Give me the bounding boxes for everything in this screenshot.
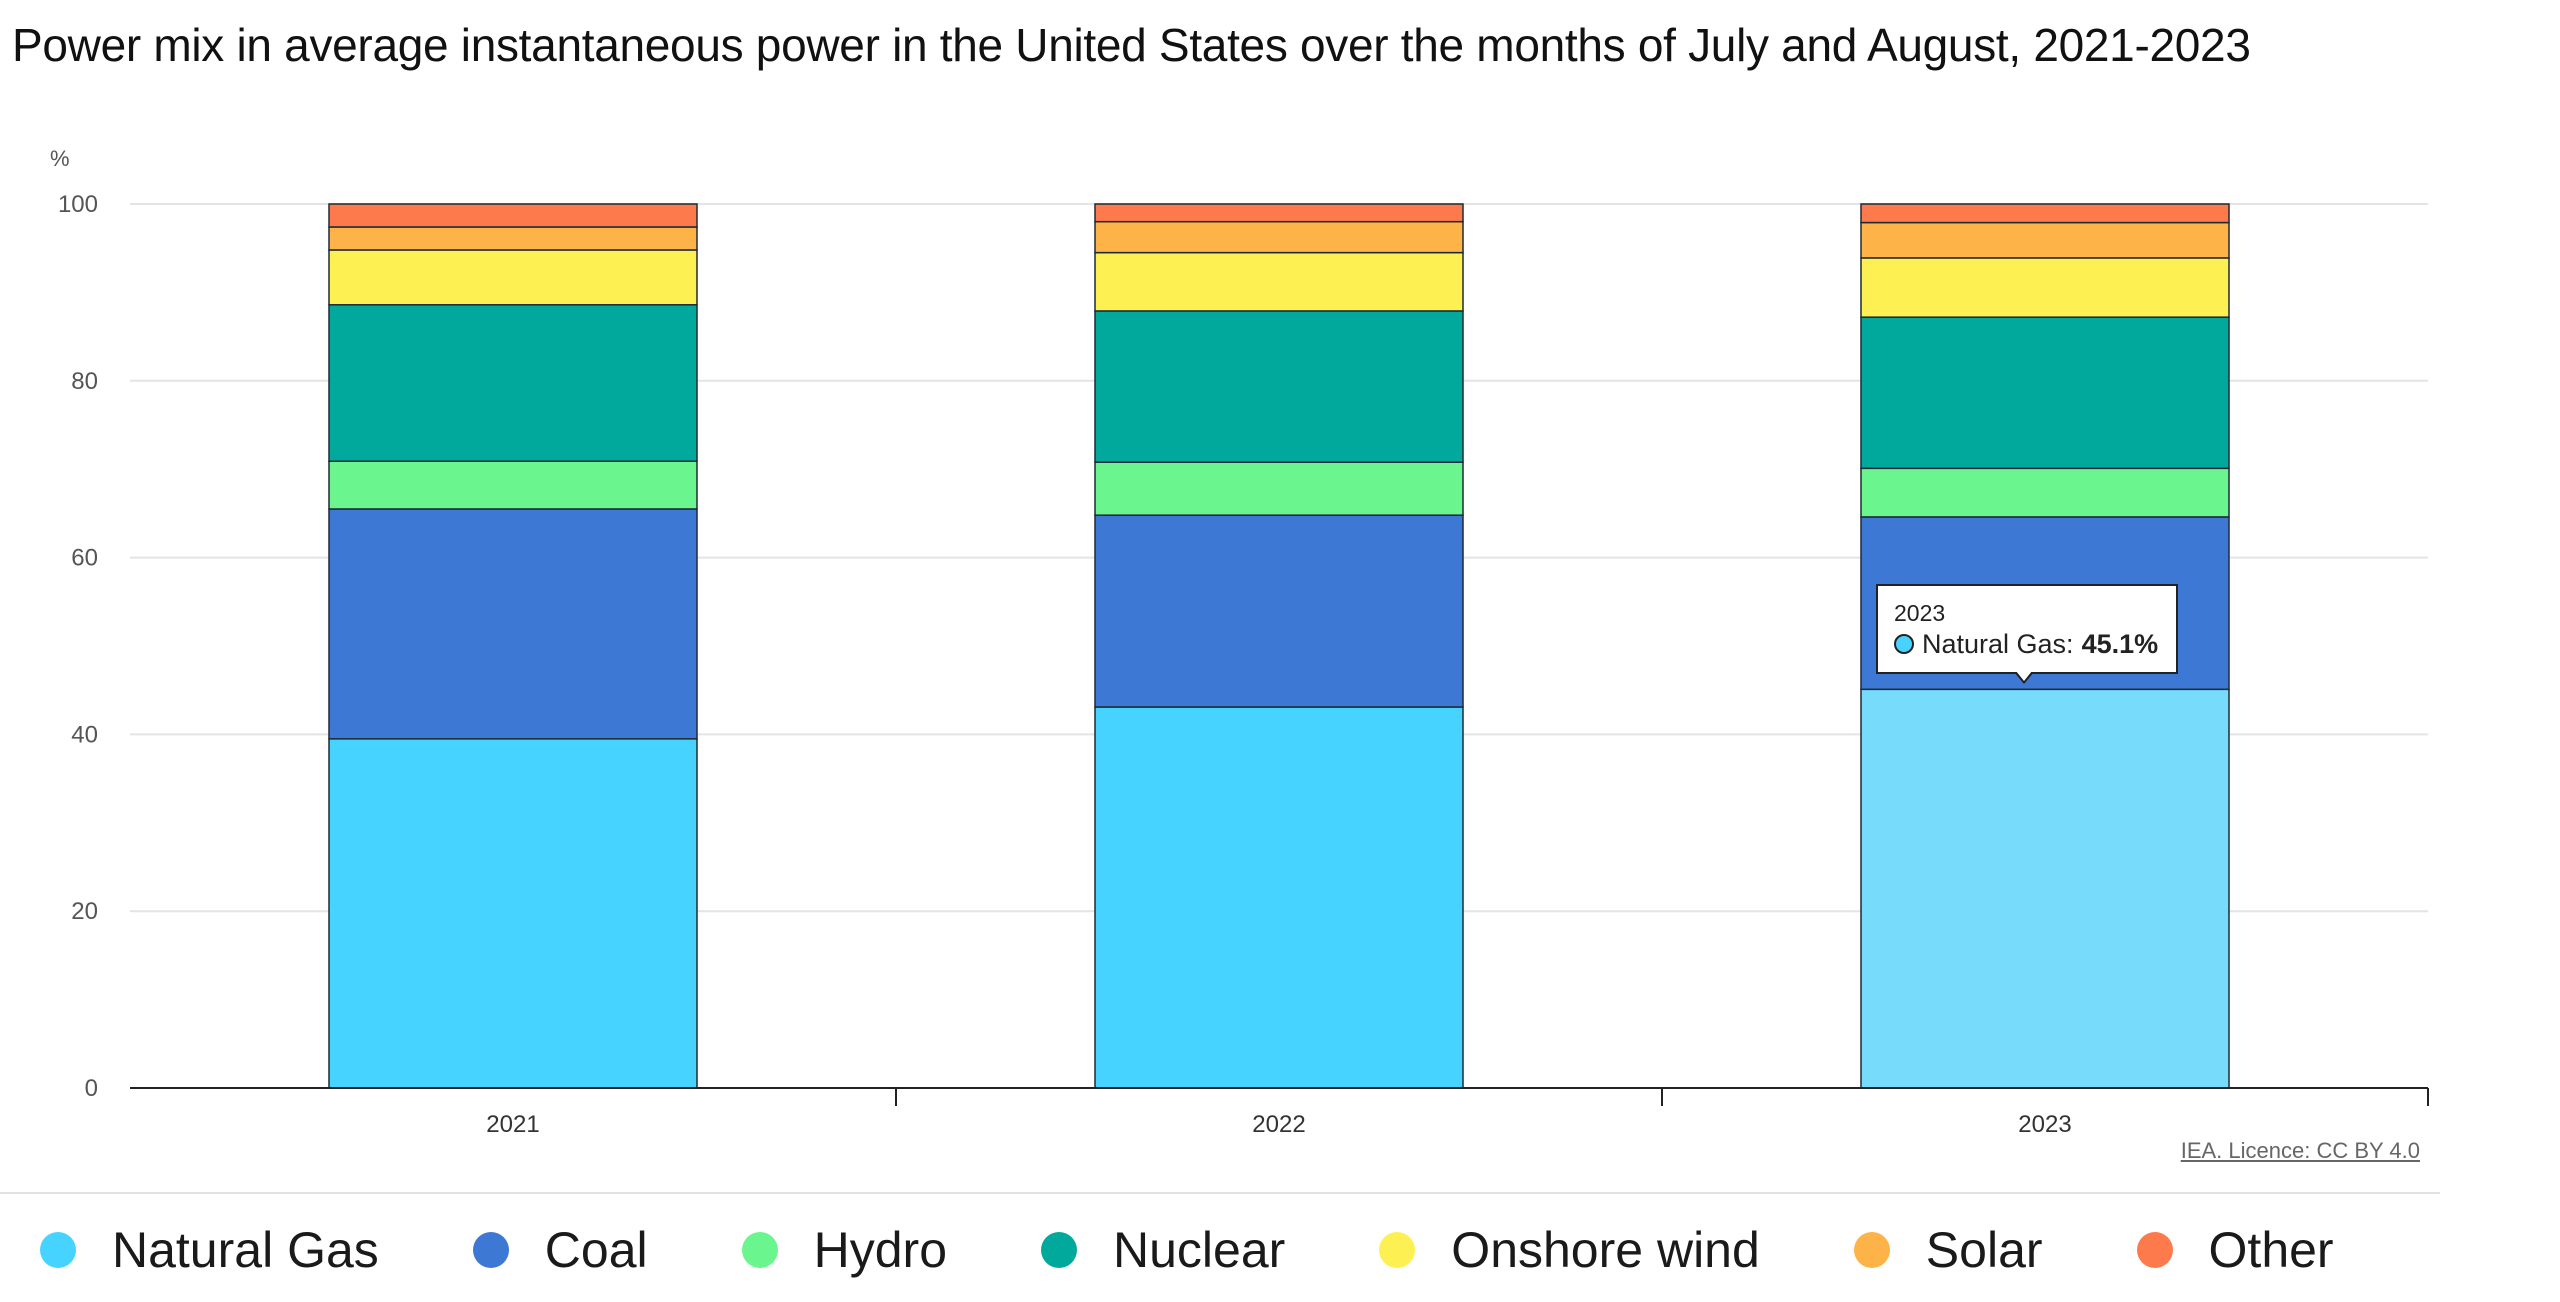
x-tick-label: 2022 xyxy=(1252,1111,1305,1138)
bar-segment-coal-2022[interactable] xyxy=(1094,514,1464,708)
x-axis-labels: 2021 2022 2023 xyxy=(486,1111,2071,1138)
bar-segment-solar-2022[interactable] xyxy=(1094,220,1464,254)
legend-item-hydro[interactable]: Hydro xyxy=(741,1221,947,1279)
y-tick-label: 60 xyxy=(71,545,98,572)
bar-segment-natural-gas-2023[interactable] xyxy=(1860,688,2230,1089)
bar-segment-onshore-wind-2023[interactable] xyxy=(1860,257,2230,318)
x-axis xyxy=(130,1087,2429,1106)
y-tick-label: 20 xyxy=(71,898,98,925)
bar-segment-nuclear-2021[interactable] xyxy=(328,304,698,462)
legend-dot-icon xyxy=(1041,1232,1077,1268)
tooltip-series-label: Natural Gas: xyxy=(1922,629,2074,659)
tooltip-pointer-fill xyxy=(2016,671,2032,681)
legend-dot-icon xyxy=(1853,1232,1890,1268)
legend-label: Hydro xyxy=(813,1222,947,1278)
bar-segment-hydro-2023[interactable] xyxy=(1860,467,2230,518)
y-tick-label: 0 xyxy=(85,1075,98,1102)
legend-item-solar[interactable]: Solar xyxy=(1853,1221,2043,1279)
legend-dot-icon xyxy=(472,1232,509,1268)
bar-segment-other-2021[interactable] xyxy=(328,203,698,228)
x-tick-label: 2021 xyxy=(486,1111,539,1138)
legend-dot-icon xyxy=(741,1232,778,1268)
bar-segment-natural-gas-2021[interactable] xyxy=(328,738,698,1089)
bar-segment-other-2022[interactable] xyxy=(1094,203,1464,223)
source-link[interactable]: IEA. Licence: CC BY 4.0 xyxy=(2180,1138,2420,1163)
tooltip-value: 45.1% xyxy=(2081,629,2159,659)
tooltip-series-dot-icon xyxy=(1894,634,1914,654)
bar-segment-onshore-wind-2021[interactable] xyxy=(328,249,698,306)
y-tick-label: 100 xyxy=(58,191,98,218)
tooltip-year: 2023 xyxy=(1894,600,1946,626)
legend-label: Natural Gas xyxy=(112,1222,379,1278)
legend-label: Other xyxy=(2208,1222,2334,1278)
tooltip: 2023 Natural Gas: 45.1% xyxy=(1876,584,2178,674)
tooltip-row: Natural Gas: 45.1% xyxy=(1894,628,2176,660)
bar-segment-nuclear-2023[interactable] xyxy=(1860,316,2230,470)
legend-label: Solar xyxy=(1925,1222,2043,1278)
legend: Natural Gas Coal Hydro Nuclear Onshore wind S… xyxy=(40,1215,2428,1285)
y-axis-ticks: 0 20 40 60 80 100 xyxy=(58,191,98,1102)
y-tick-label: 80 xyxy=(71,368,98,395)
y-tick-label: 40 xyxy=(71,721,98,748)
legend-label: Onshore wind xyxy=(1451,1222,1760,1278)
bars xyxy=(328,203,2230,1089)
bar-segment-onshore-wind-2022[interactable] xyxy=(1094,251,1464,312)
legend-item-nuclear[interactable]: Nuclear xyxy=(1041,1221,1285,1279)
legend-item-other[interactable]: Other xyxy=(2136,1221,2334,1279)
bar-segment-other-2023[interactable] xyxy=(1860,203,2230,224)
legend-dot-icon xyxy=(40,1232,76,1268)
legend-label: Nuclear xyxy=(1113,1222,1286,1278)
bar-segment-hydro-2022[interactable] xyxy=(1094,461,1464,516)
bar-segment-nuclear-2022[interactable] xyxy=(1094,310,1464,463)
legend-item-onshore-wind[interactable]: Onshore wind xyxy=(1379,1221,1760,1279)
legend-dot-icon xyxy=(2136,1232,2173,1268)
legend-divider xyxy=(0,1192,2440,1194)
legend-label: Coal xyxy=(544,1222,648,1278)
chart-title: Power mix in average instantaneous power… xyxy=(12,19,2251,71)
y-axis-unit-label: % xyxy=(50,146,70,171)
bar-segment-solar-2023[interactable] xyxy=(1860,221,2230,259)
bar-segment-hydro-2021[interactable] xyxy=(328,460,698,510)
x-tick-label: 2023 xyxy=(2018,1111,2071,1138)
legend-dot-icon xyxy=(1379,1232,1416,1268)
bar-segment-coal-2021[interactable] xyxy=(328,508,698,740)
legend-item-natural-gas[interactable]: Natural Gas xyxy=(40,1221,379,1279)
legend-item-coal[interactable]: Coal xyxy=(472,1221,648,1279)
bar-segment-solar-2021[interactable] xyxy=(328,226,698,251)
bar-segment-natural-gas-2022[interactable] xyxy=(1094,706,1464,1089)
